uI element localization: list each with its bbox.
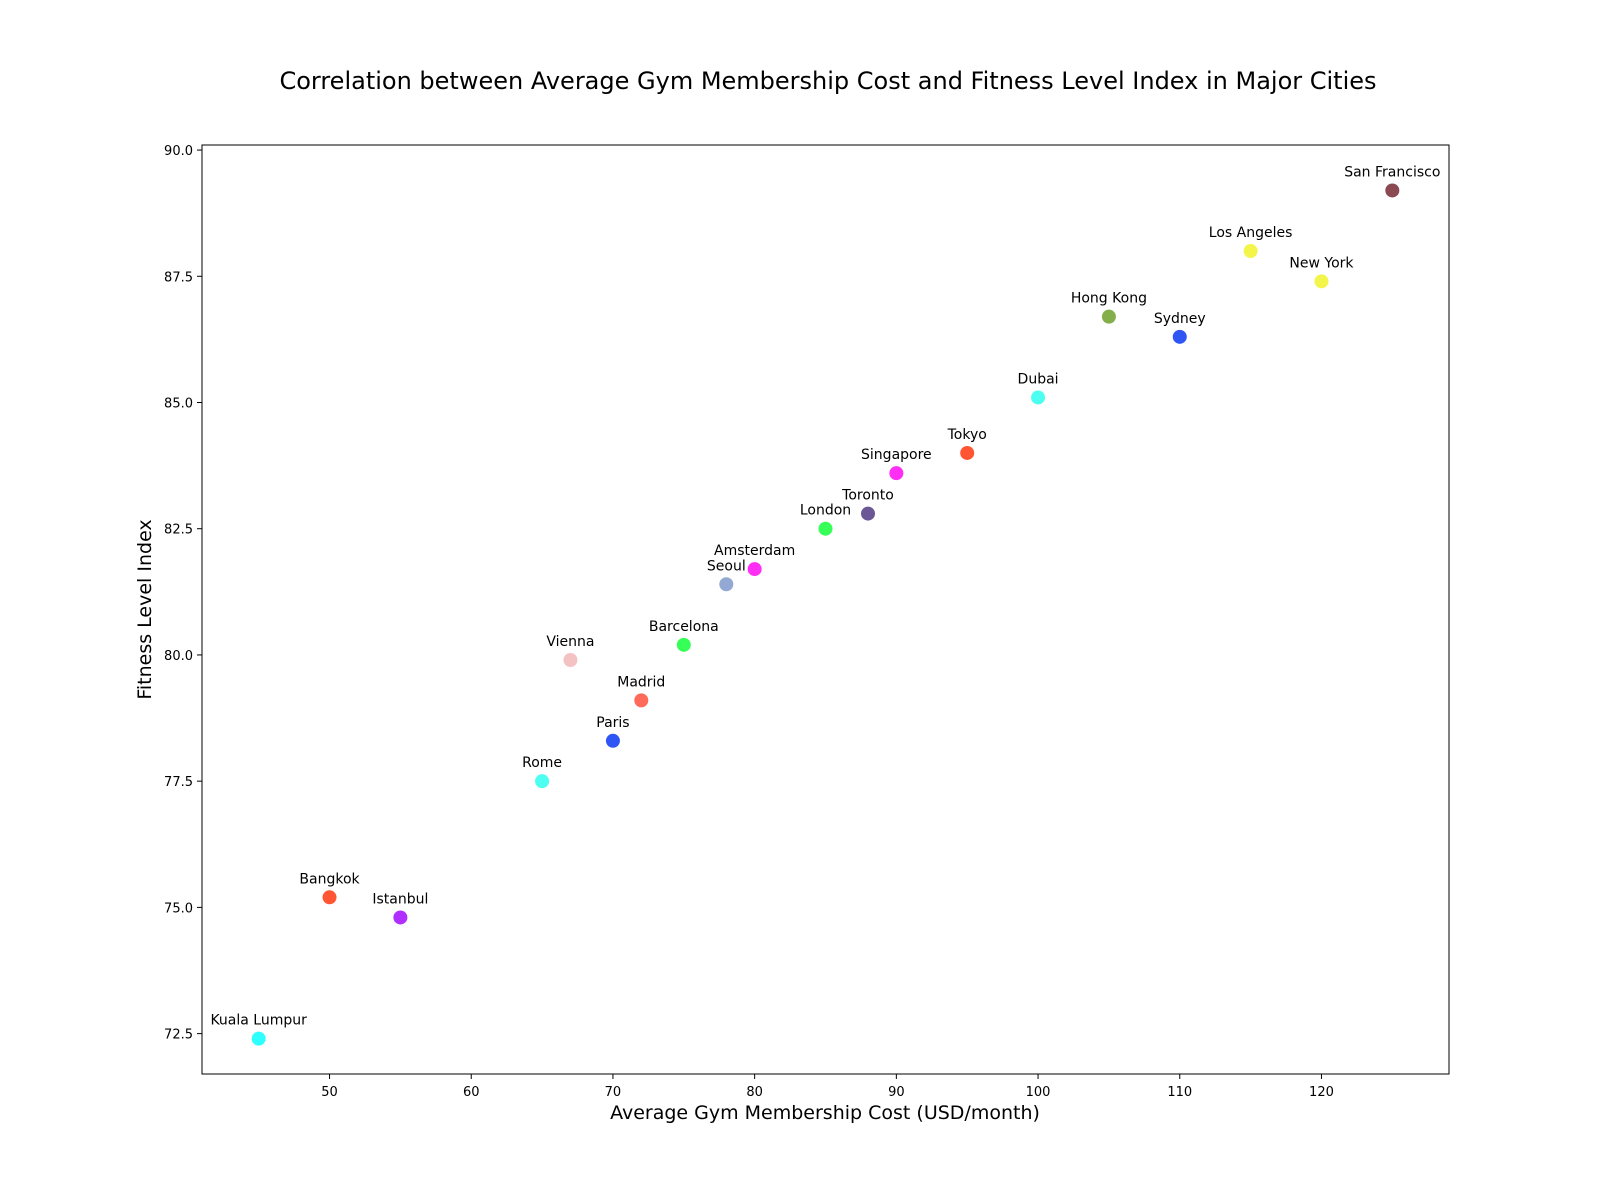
data-point — [322, 890, 337, 905]
point-label: Toronto — [841, 488, 894, 504]
point-label: Rome — [522, 755, 562, 771]
data-point — [1314, 274, 1329, 289]
x-tick-label: 60 — [463, 1085, 480, 1100]
data-point — [861, 506, 876, 521]
y-axis: 72.5 75.0 77.5 80.0 82.5 85.0 87.5 90.0 — [164, 144, 202, 1043]
point-label: Bangkok — [299, 871, 360, 887]
data-points: Kuala Lumpur Bangkok Istanbul Rome Vienna Par… — [210, 164, 1440, 1046]
point-label: Dubai — [1018, 371, 1059, 387]
y-tick-label: 87.5 — [164, 270, 193, 285]
data-point — [563, 652, 578, 667]
data-point — [1031, 390, 1046, 405]
x-axis: 50 60 70 80 90 100 110 120 — [321, 1074, 1334, 1100]
data-point — [889, 466, 904, 481]
data-point — [1101, 309, 1116, 324]
point-label: Tokyo — [947, 427, 987, 443]
point-label: London — [800, 503, 851, 519]
x-tick-label: 90 — [888, 1085, 905, 1100]
data-point — [393, 910, 408, 925]
x-tick-label: 70 — [605, 1085, 622, 1100]
point-label: Hong Kong — [1071, 291, 1147, 307]
y-tick-label: 75.0 — [164, 901, 193, 916]
x-tick-label: 110 — [1167, 1085, 1192, 1100]
y-tick-label: 80.0 — [164, 649, 193, 664]
point-label: Sydney — [1154, 311, 1206, 327]
x-axis-label: Average Gym Membership Cost (USD/month) — [610, 1102, 1040, 1124]
x-tick-label: 120 — [1309, 1085, 1334, 1100]
point-label: New York — [1289, 255, 1354, 271]
point-label: Barcelona — [649, 619, 719, 635]
y-tick-label: 77.5 — [164, 775, 193, 790]
plot-area — [201, 144, 1450, 1075]
data-point — [960, 445, 975, 460]
point-label: Los Angeles — [1209, 225, 1293, 241]
x-tick-label: 50 — [321, 1085, 338, 1100]
data-point — [747, 562, 762, 577]
x-tick-label: 100 — [1026, 1085, 1051, 1100]
point-label: San Francisco — [1344, 164, 1440, 180]
point-label: Madrid — [617, 674, 665, 690]
data-point — [605, 733, 620, 748]
point-label: Paris — [596, 715, 629, 731]
point-label: Seoul — [707, 558, 746, 574]
y-axis-label: Fitness Level Index — [134, 519, 156, 699]
data-point — [818, 521, 833, 536]
data-point — [1385, 183, 1400, 198]
data-point — [251, 1031, 266, 1046]
x-tick-label: 80 — [746, 1085, 763, 1100]
y-tick-label: 90.0 — [164, 144, 193, 159]
data-point — [634, 693, 649, 708]
point-label: Singapore — [861, 447, 932, 463]
data-point — [1243, 244, 1258, 259]
y-tick-label: 85.0 — [164, 396, 193, 411]
point-label: Amsterdam — [714, 543, 795, 559]
data-point — [676, 637, 691, 652]
y-tick-label: 82.5 — [164, 523, 193, 538]
point-label: Istanbul — [372, 891, 428, 907]
data-point — [535, 774, 550, 789]
y-tick-label: 72.5 — [164, 1028, 193, 1043]
point-label: Vienna — [546, 634, 594, 650]
data-point — [1172, 329, 1187, 344]
point-label: Kuala Lumpur — [210, 1013, 307, 1029]
chart-title: Correlation between Average Gym Membersh… — [279, 67, 1376, 95]
data-point — [719, 577, 734, 592]
